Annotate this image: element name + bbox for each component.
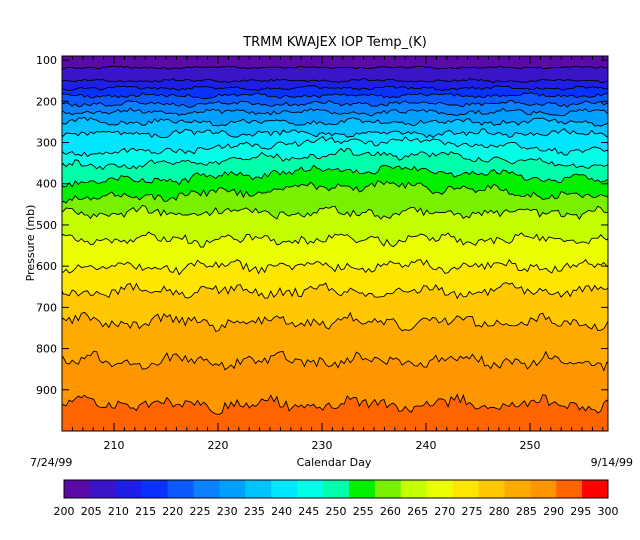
plot-frame <box>61 55 609 432</box>
contour-line-210 <box>62 78 608 84</box>
colorbar-swatch <box>478 480 505 498</box>
colorbar-swatch <box>582 480 609 498</box>
contour-line-250 <box>62 147 608 171</box>
y-tick-label: 800 <box>36 343 57 356</box>
colorbar-label: 250 <box>326 505 347 518</box>
contour-line-295 <box>62 393 608 415</box>
x-tick-label: 220 <box>208 439 229 452</box>
colorbar-label: 260 <box>380 505 401 518</box>
contour-line-220 <box>62 92 608 100</box>
colorbar-swatch <box>530 480 557 498</box>
colorbar-swatch <box>219 480 246 498</box>
colorbar-swatch <box>323 480 350 498</box>
contour-line-205 <box>62 65 608 70</box>
colorbar-label: 265 <box>407 505 428 518</box>
end-date-label: 9/14/99 <box>591 456 633 469</box>
x-tick-label: 240 <box>416 439 437 452</box>
contour-line-285 <box>62 311 608 333</box>
y-tick-label: 900 <box>36 384 57 397</box>
contour-line-265 <box>62 204 608 220</box>
y-tick-label: 700 <box>36 301 57 314</box>
contour-band-295 <box>62 394 608 431</box>
colorbar-swatch <box>193 480 220 498</box>
colorbar-label: 235 <box>244 505 265 518</box>
colorbar-label: 205 <box>81 505 102 518</box>
x-tick-label: 210 <box>104 439 125 452</box>
colorbar-swatch <box>297 480 324 498</box>
y-tick-label: 500 <box>36 219 57 232</box>
colorbar-label: 215 <box>135 505 156 518</box>
start-date-label: 7/24/99 <box>30 456 72 469</box>
colorbar-swatch <box>452 480 479 498</box>
contour-line-260 <box>62 179 608 204</box>
colorbar-swatch <box>89 480 117 498</box>
colorbar-swatch <box>64 480 91 498</box>
contour-line-225 <box>62 100 608 108</box>
contour-line-275 <box>62 258 608 276</box>
colorbar-label: 255 <box>353 505 374 518</box>
colorbar-label: 270 <box>434 505 455 518</box>
y-tick-label: 600 <box>36 260 57 273</box>
colorbar-swatch <box>271 480 298 498</box>
colorbar-label: 200 <box>54 505 75 518</box>
colorbar-label: 240 <box>271 505 292 518</box>
x-axis-label: Calendar Day <box>297 456 372 469</box>
colorbar-label: 275 <box>462 505 483 518</box>
colorbar-swatch <box>141 480 169 498</box>
colorbar-label: 295 <box>570 505 591 518</box>
y-tick-label: 200 <box>36 95 57 108</box>
y-axis: 100 200 300 400 500 600 700 800 900 <box>36 54 608 397</box>
contour-bands <box>62 66 608 431</box>
colorbar-swatch <box>115 480 143 498</box>
contour-line-235 <box>62 116 608 127</box>
x-axis: 210 220 230 240 250 <box>61 56 604 452</box>
colorbar-swatch <box>400 480 428 498</box>
colorbar-label: 245 <box>298 505 319 518</box>
colorbar-swatch <box>245 480 272 498</box>
contour-line-230 <box>62 107 608 117</box>
contour-line-270 <box>62 231 608 248</box>
colorbar-label: 280 <box>489 505 510 518</box>
contour-line-280 <box>62 282 608 300</box>
colorbar-label: 225 <box>190 505 211 518</box>
x-tick-label: 250 <box>520 439 541 452</box>
y-tick-label: 100 <box>36 54 57 67</box>
y-tick-label: 300 <box>36 137 57 150</box>
contour-line-240 <box>62 128 608 139</box>
colorbar <box>63 479 609 499</box>
contour-line-290 <box>62 350 608 372</box>
colorbar-labels: 200 205 210 215 220 225 230 235 240 245 250 255 260 2… <box>54 505 619 518</box>
colorbar-label: 290 <box>543 505 564 518</box>
y-axis-label: Pressure (mb) <box>24 205 37 282</box>
colorbar-label: 220 <box>162 505 183 518</box>
colorbar-frame <box>63 479 609 499</box>
y-tick-label: 400 <box>36 178 57 191</box>
colorbar-swatch <box>556 480 583 498</box>
x-tick-label: 230 <box>312 439 333 452</box>
contour-line-215 <box>62 84 608 92</box>
colorbar-label: 210 <box>108 505 129 518</box>
chart-title: TRMM KWAJEX IOP Temp_(K) <box>242 35 427 50</box>
contour-lines <box>62 65 608 415</box>
colorbar-swatch <box>348 480 376 498</box>
contour-line-245 <box>62 135 608 158</box>
colorbar-swatch <box>426 480 454 498</box>
colorbar-swatch <box>504 480 531 498</box>
colorbar-label: 230 <box>217 505 238 518</box>
contour-line-255 <box>62 164 608 188</box>
colorbar-swatch <box>167 480 195 498</box>
colorbar-swatch <box>374 480 402 498</box>
colorbar-label: 285 <box>516 505 537 518</box>
colorbar-label: 300 <box>598 505 619 518</box>
